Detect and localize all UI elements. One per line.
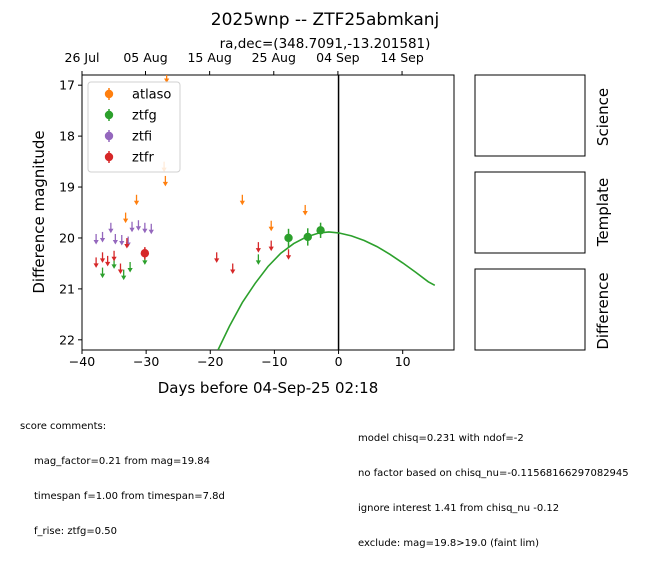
- upper-limit-point: [93, 257, 99, 268]
- upper-limit-point: [214, 252, 220, 263]
- detection-point: [303, 228, 312, 246]
- difference-stamp-label: Difference: [594, 272, 612, 349]
- upper-limit-point: [255, 242, 261, 253]
- legend-marker: [104, 110, 114, 120]
- upper-limit-point: [148, 223, 154, 235]
- data-marks: [93, 75, 436, 350]
- x-tick-label: −40: [69, 354, 95, 369]
- upper-limit-point: [108, 222, 114, 234]
- upper-limit-point: [133, 194, 140, 206]
- model-comment-line: ignore interest 1.41 from chisq_nu -0.12: [358, 502, 560, 514]
- model-comments: model chisq=0.231 with ndof=-2 no factor…: [358, 410, 650, 561]
- upper-limit-point: [111, 250, 117, 262]
- top-date-axis: 26 Jul 05 Aug 15 Aug 25 Aug 04 Sep 14 Sep: [65, 50, 424, 75]
- science-stamp-label: Science: [594, 88, 612, 146]
- upper-limit-point: [239, 194, 245, 206]
- upper-limit-point: [93, 233, 99, 245]
- upper-limit-point: [230, 263, 236, 275]
- figure: 2025wnp -- ZTF25abmkanj ra,dec=(348.7091…: [30, 10, 612, 397]
- upper-limit-point: [268, 220, 274, 232]
- y-tick-label: 17: [59, 78, 75, 93]
- detection-point: [140, 247, 150, 260]
- x-tick-label: −10: [261, 354, 287, 369]
- score-comment-line: f_rise: ztfg=0.50: [34, 525, 118, 537]
- legend-item: ztfr: [104, 151, 154, 166]
- plot-area: [93, 75, 436, 350]
- upper-limit-point: [99, 231, 106, 243]
- chart-title: 2025wnp -- ZTF25abmkanj: [211, 10, 439, 30]
- chart-subtitle: ra,dec=(348.7091,-13.201581): [220, 36, 431, 52]
- score-comment-line: mag_factor=0.21 from mag=19.84: [34, 455, 211, 467]
- upper-limit-point: [99, 267, 106, 279]
- top-tick-label: 26 Jul: [65, 50, 100, 65]
- upper-limit-point: [119, 235, 125, 246]
- upper-limit-point: [302, 204, 308, 216]
- top-tick-label: 25 Aug: [252, 50, 296, 65]
- template-stamp: [474, 171, 586, 254]
- legend-item: ztfg: [104, 109, 157, 124]
- upper-limit-point: [268, 240, 274, 252]
- legend-marker: [104, 131, 114, 141]
- y-tick-label: 21: [59, 281, 75, 296]
- y-tick-label: 20: [59, 230, 75, 245]
- image-stamps: Science Template Difference: [474, 74, 612, 351]
- legend-marker: [104, 152, 114, 162]
- legend-item: ztfi: [104, 130, 152, 145]
- top-tick-label: 14 Sep: [380, 50, 424, 65]
- legend-label: atlaso: [132, 88, 171, 103]
- x-axis: −40 −30 −20 −10 0 10: [69, 350, 411, 369]
- score-comment-line: timespan f=1.00 from timespan=7.8d: [34, 490, 225, 502]
- upper-limit-point: [285, 249, 292, 260]
- legend-box: [87, 81, 181, 173]
- top-tick-label: 04 Sep: [316, 50, 360, 65]
- top-tick-label: 05 Aug: [123, 50, 167, 65]
- fit-curve: [217, 231, 436, 350]
- x-axis-label: Days before 04-Sep-25 02:18: [158, 379, 379, 397]
- score-comments: score comments: mag_factor=0.21 from mag…: [20, 398, 225, 549]
- upper-limit-point: [135, 220, 142, 231]
- upper-limit-point: [129, 221, 135, 233]
- upper-limit-point: [127, 261, 133, 273]
- lightcurve-plot: 26 Jul 05 Aug 15 Aug 25 Aug 04 Sep 14 Sep −40…: [30, 50, 455, 397]
- upper-limit-point: [124, 238, 130, 249]
- legend-label: ztfg: [132, 109, 157, 124]
- upper-limit-point: [112, 233, 118, 245]
- x-tick-label: −20: [197, 354, 223, 369]
- upper-limit-point: [142, 222, 148, 234]
- upper-limit-point: [121, 269, 127, 281]
- model-comment-line: no factor based on chisq_nu=-0.115681662…: [358, 467, 629, 479]
- upper-limit-point: [162, 175, 168, 187]
- model-comment-line: model chisq=0.231 with ndof=-2: [358, 433, 524, 445]
- upper-limit-point: [105, 255, 111, 267]
- upper-limit-point: [99, 252, 106, 263]
- model-comment-line: exclude: mag=19.8>19.0 (faint lim): [358, 537, 540, 549]
- upper-limit-point: [117, 263, 124, 275]
- legend-marker: [104, 89, 114, 99]
- legend-label: ztfi: [132, 130, 152, 145]
- y-axis: 17 18 19 20 21 22: [59, 78, 82, 347]
- x-tick-label: 0: [335, 354, 343, 369]
- difference-stamp: [474, 268, 586, 351]
- upper-limit-point: [164, 75, 170, 84]
- x-tick-label: 10: [395, 354, 411, 369]
- top-tick-label: 15 Aug: [187, 50, 231, 65]
- upper-limit-point: [123, 212, 129, 224]
- x-tick-label: −30: [133, 354, 159, 369]
- legend: atlaso ztfg ztfi ztfr: [87, 81, 181, 173]
- legend-item: atlaso: [104, 88, 171, 103]
- plot-frame: [81, 74, 455, 351]
- detection-point: [284, 228, 293, 248]
- science-stamp: [474, 74, 586, 157]
- upper-limit-point: [255, 254, 261, 265]
- y-tick-label: 19: [59, 180, 75, 195]
- y-tick-label: 22: [59, 332, 75, 347]
- y-axis-label: Difference magnitude: [30, 130, 48, 293]
- template-stamp-label: Template: [594, 178, 612, 247]
- y-tick-label: 18: [59, 129, 75, 144]
- legend-label: ztfr: [132, 151, 154, 166]
- score-comments-heading: score comments:: [20, 421, 107, 433]
- detection-point: [316, 222, 325, 238]
